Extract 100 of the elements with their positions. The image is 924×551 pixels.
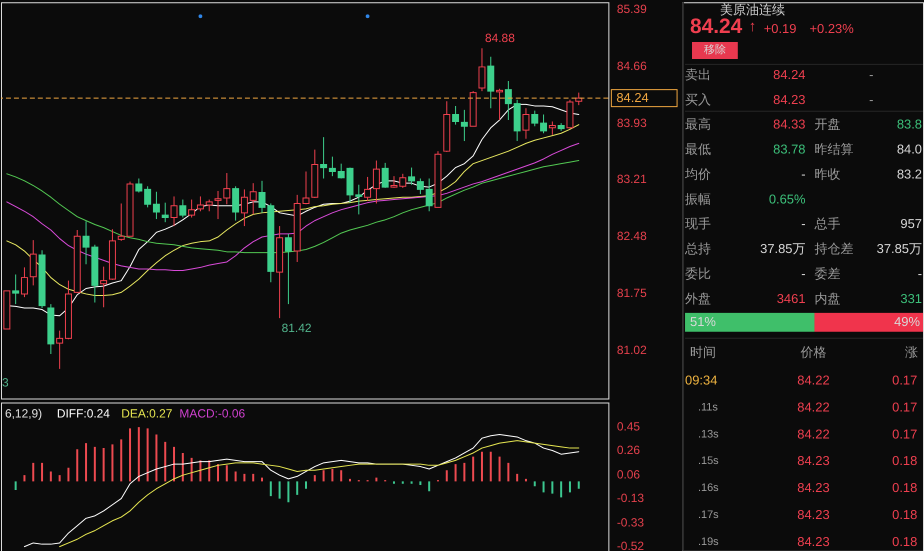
text: 84.23 xyxy=(797,534,830,549)
text: 83.2 xyxy=(896,166,922,182)
text: 持仓差 xyxy=(814,241,854,256)
line-series xyxy=(6,124,580,296)
text: - xyxy=(918,266,922,281)
text: 均价 xyxy=(684,166,712,182)
candlestick xyxy=(162,202,169,223)
text: 0.17 xyxy=(892,426,918,442)
candlestick xyxy=(540,114,548,134)
text: +0.19 xyxy=(764,21,796,36)
text: 买入 xyxy=(685,92,712,107)
text: 美原油连续 xyxy=(720,2,785,18)
text: .13s xyxy=(698,428,720,440)
annotation: 3 xyxy=(2,376,9,390)
text: - xyxy=(869,92,874,107)
candlestick xyxy=(320,136,328,179)
text: 83.78 xyxy=(773,142,806,157)
y-tick-label: 0.06 xyxy=(616,467,640,482)
candlestick xyxy=(100,266,108,308)
text: 3461 xyxy=(776,290,806,306)
candlestick xyxy=(82,220,90,265)
text: 0.17 xyxy=(892,399,918,414)
text: 84.23 xyxy=(773,92,806,107)
candlestick xyxy=(118,202,125,242)
candlestick xyxy=(408,167,416,186)
text: 昨结算 xyxy=(814,142,854,157)
text: 最高 xyxy=(685,116,712,132)
candlestick xyxy=(20,266,28,298)
text: 09:34 xyxy=(685,372,718,388)
text: 总持 xyxy=(684,241,712,256)
y-tick-label: 84.66 xyxy=(616,58,648,73)
text: 84.22 xyxy=(797,399,830,414)
text: - xyxy=(801,266,806,281)
text: 37.85万 xyxy=(760,241,806,256)
candlestick xyxy=(223,172,230,205)
text: 外盘 xyxy=(685,290,712,306)
annotation: MACD:-0.06 xyxy=(179,406,246,420)
candlestick xyxy=(56,330,64,370)
chart-title: 6,12,9) xyxy=(4,406,42,420)
text: 37.85万 xyxy=(876,241,922,256)
text: 84.22 xyxy=(797,426,830,442)
candlestick xyxy=(382,162,389,188)
candlestick xyxy=(12,274,20,305)
line-series xyxy=(6,142,580,272)
candlestick xyxy=(188,199,196,218)
text: 51% xyxy=(690,314,716,329)
candlestick xyxy=(452,105,460,126)
y-tick-label: 85.39 xyxy=(616,2,648,16)
text: 开盘 xyxy=(814,116,840,132)
candlestick xyxy=(531,110,538,127)
y-tick-label: -0.33 xyxy=(616,515,644,530)
candlestick xyxy=(399,173,406,188)
text: 83.8 xyxy=(896,116,922,132)
text: DEA:0.27 xyxy=(121,406,173,420)
text: - xyxy=(801,216,806,232)
y-tick-label: 0.45 xyxy=(616,419,640,434)
text: 331 xyxy=(900,290,922,306)
text: .11s xyxy=(698,401,718,414)
text: 84.23 xyxy=(797,480,830,496)
text: 957 xyxy=(900,216,922,232)
candlestick xyxy=(372,160,380,204)
candlestick xyxy=(30,240,37,286)
ref-line-label: 84.24 xyxy=(616,90,649,106)
y-tick-label: 81.75 xyxy=(616,286,648,300)
text: 84.0 xyxy=(896,142,922,157)
text: 振幅 xyxy=(685,191,712,206)
candlestick xyxy=(302,170,310,205)
text: .17s xyxy=(698,508,720,521)
y-tick-label: 0.26 xyxy=(616,442,640,457)
text: .15s xyxy=(698,455,720,468)
text: 84.33 xyxy=(773,116,806,132)
text: 涨 xyxy=(905,344,918,360)
text: 0.65% xyxy=(768,191,806,206)
y-tick-label: -0.13 xyxy=(616,490,644,505)
line-series xyxy=(6,160,580,254)
text: 0.18 xyxy=(892,480,918,496)
candlestick xyxy=(258,180,266,214)
candlestick xyxy=(179,199,186,218)
text: 昨收 xyxy=(814,166,840,182)
text: .19s xyxy=(698,536,720,548)
text: 总手 xyxy=(813,216,840,232)
text: 84.24 xyxy=(773,66,806,82)
candlestick xyxy=(390,176,398,188)
y-tick-label: 81.02 xyxy=(616,342,648,357)
text: 最低 xyxy=(685,142,712,157)
text: 时间 xyxy=(690,344,716,360)
candlestick xyxy=(284,233,292,305)
candlestick xyxy=(214,190,222,220)
candlestick xyxy=(496,88,504,120)
text: - xyxy=(869,66,874,82)
candlestick xyxy=(170,196,178,227)
text: 现手 xyxy=(685,216,712,232)
candlestick xyxy=(152,191,160,220)
candlestick xyxy=(575,92,582,106)
text: 49% xyxy=(894,314,920,329)
text: DIFF:0.24 xyxy=(56,406,110,420)
annotation: 84.88 xyxy=(484,31,516,46)
text: 0.18 xyxy=(892,506,918,522)
text: 卖出 xyxy=(685,66,712,82)
text: .16s xyxy=(698,482,720,494)
